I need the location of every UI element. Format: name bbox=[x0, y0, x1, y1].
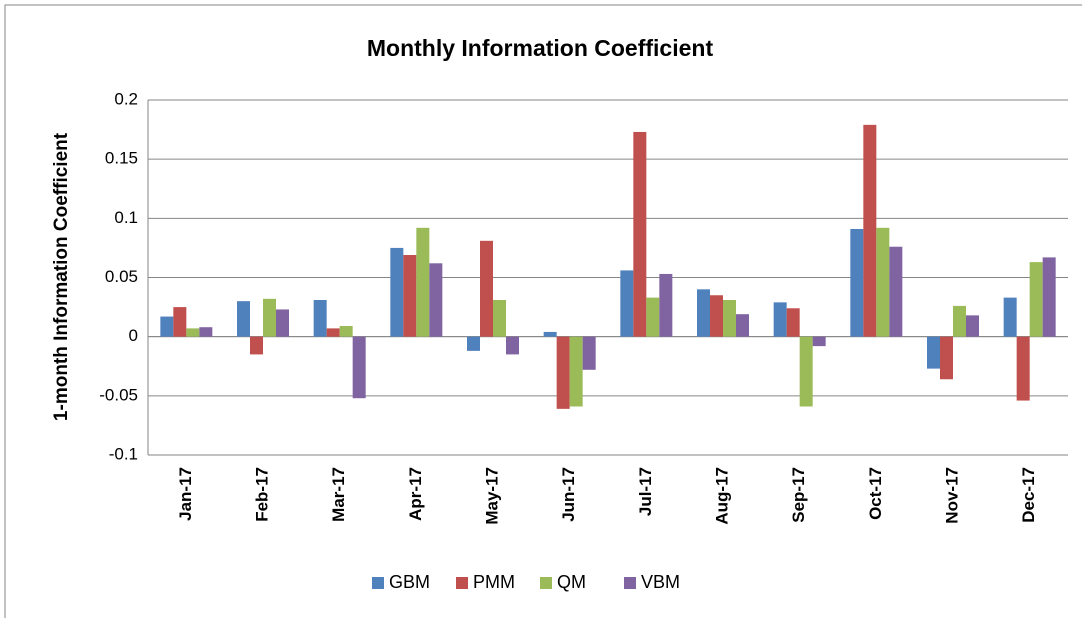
bar bbox=[173, 307, 187, 337]
bar bbox=[160, 316, 174, 337]
bar bbox=[276, 309, 289, 337]
bar bbox=[352, 336, 366, 399]
bar bbox=[237, 301, 250, 337]
bar bbox=[556, 336, 570, 409]
y-tick-label: 0.15 bbox=[105, 149, 138, 168]
bar bbox=[620, 270, 634, 337]
bar bbox=[953, 305, 966, 337]
bar bbox=[1029, 262, 1043, 337]
bar bbox=[633, 131, 647, 337]
bar bbox=[889, 246, 903, 337]
bar bbox=[736, 314, 749, 337]
bar bbox=[506, 336, 519, 355]
bar bbox=[659, 273, 673, 337]
bar bbox=[429, 263, 443, 337]
bar bbox=[940, 336, 953, 380]
x-tick-label: May-17 bbox=[482, 467, 501, 525]
bar bbox=[697, 289, 710, 337]
bar bbox=[313, 299, 327, 337]
bar bbox=[799, 336, 813, 407]
bar bbox=[863, 124, 877, 337]
bar bbox=[876, 227, 890, 337]
bar bbox=[786, 308, 800, 337]
bar bbox=[812, 336, 826, 347]
bar bbox=[250, 336, 263, 355]
bar bbox=[1003, 297, 1017, 337]
bar bbox=[543, 331, 557, 337]
legend-label: QM bbox=[557, 572, 586, 592]
bar bbox=[326, 328, 340, 337]
bar bbox=[390, 247, 404, 337]
bar bbox=[723, 299, 736, 337]
x-tick-label: Apr-17 bbox=[406, 467, 425, 521]
x-tick-label: Oct-17 bbox=[866, 467, 885, 520]
y-tick-label: 0.1 bbox=[114, 208, 138, 227]
x-tick-label: Dec-17 bbox=[1019, 467, 1038, 523]
legend-swatch bbox=[372, 577, 384, 589]
bar bbox=[1016, 336, 1030, 401]
bar bbox=[1042, 257, 1056, 337]
bar bbox=[646, 297, 660, 337]
bar bbox=[263, 298, 276, 337]
legend-label: VBM bbox=[641, 572, 680, 592]
y-tick-label: -0.1 bbox=[109, 444, 138, 463]
bar bbox=[569, 336, 583, 407]
bar bbox=[339, 326, 353, 337]
bar bbox=[403, 255, 417, 337]
x-tick-label: Feb-17 bbox=[252, 467, 271, 522]
x-tick-label: Mar-17 bbox=[329, 467, 348, 522]
bar bbox=[493, 299, 506, 337]
legend-label: PMM bbox=[473, 572, 515, 592]
x-tick-label: Nov-17 bbox=[942, 467, 961, 524]
legend-label: GBM bbox=[389, 572, 430, 592]
chart-title: Monthly Information Coefficient bbox=[367, 35, 714, 61]
bar bbox=[773, 302, 787, 337]
x-tick-label: Jul-17 bbox=[636, 467, 655, 516]
bar bbox=[966, 315, 979, 337]
bar bbox=[850, 228, 864, 337]
bar bbox=[710, 295, 723, 337]
y-axis-label: 1-month Information Coefficient bbox=[51, 132, 72, 421]
legend-swatch bbox=[624, 577, 636, 589]
legend-swatch bbox=[540, 577, 552, 589]
y-tick-label: -0.05 bbox=[99, 385, 138, 404]
y-tick-label: 0.05 bbox=[105, 267, 138, 286]
x-tick-label: Jun-17 bbox=[559, 467, 578, 522]
legend-swatch bbox=[456, 577, 468, 589]
bar bbox=[480, 240, 493, 337]
chart-frame bbox=[4, 4, 1082, 618]
y-tick-label: 0.2 bbox=[114, 89, 138, 108]
bar bbox=[467, 336, 480, 351]
bar bbox=[582, 336, 596, 370]
bar bbox=[416, 227, 430, 337]
x-tick-label: Jan-17 bbox=[176, 467, 195, 521]
x-tick-label: Sep-17 bbox=[789, 467, 808, 523]
bar bbox=[199, 327, 213, 337]
bar bbox=[927, 336, 940, 369]
bar bbox=[186, 328, 200, 337]
y-tick-label: 0 bbox=[129, 326, 138, 345]
x-tick-label: Aug-17 bbox=[712, 467, 731, 525]
